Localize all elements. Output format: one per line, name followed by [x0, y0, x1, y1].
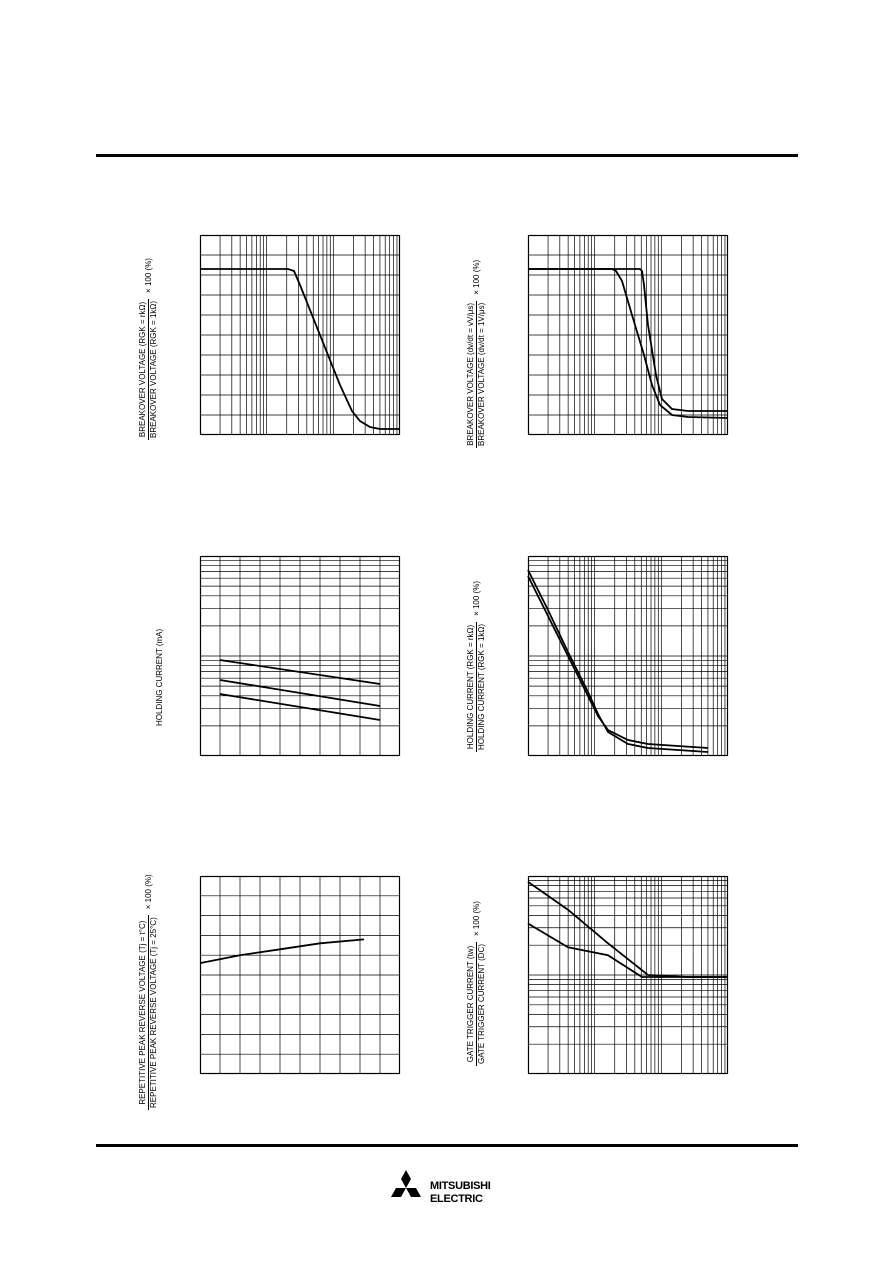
chart-gate-trigger-ratio — [527, 875, 729, 1075]
series-line-2 — [219, 679, 381, 707]
chart3-ylabel: HOLDING CURRENT (mA) — [155, 629, 165, 726]
chart1-ylabel-multiplier: × 100 (%) — [143, 258, 153, 293]
chart6-ylabel-multiplier: × 100 (%) — [471, 901, 481, 936]
top-rule — [96, 154, 798, 157]
chart5-ylabel-numerator: REPETITIVE PEAK REVERSE VOLTAGE (Tj = t°… — [138, 915, 149, 1110]
chart2-ylabel-numerator: BREAKOVER VOLTAGE (dv/dt = vV/μs) — [466, 300, 477, 448]
chart5-ylabel-multiplier: × 100 (%) — [143, 874, 153, 910]
series-line-1 — [528, 268, 729, 419]
chart5-ylabel-denominator: REPETITIVE PEAK REVERSE VOLTAGE (Tj = 25… — [149, 917, 158, 1108]
series-line-1 — [527, 575, 709, 749]
series-line-1 — [527, 881, 728, 978]
chart3-ylabel-text: HOLDING CURRENT (mA) — [155, 628, 164, 726]
chart-gate-trigger-ratio-plot — [527, 875, 729, 1075]
chart6-ylabel-numerator: GATE TRIGGER CURRENT (tw) — [466, 941, 477, 1066]
chart2-ylabel: BREAKOVER VOLTAGE (dv/dt = vV/μs) BREAKOV… — [466, 260, 487, 448]
mitsubishi-logo-icon — [391, 1170, 421, 1197]
plot-frame — [199, 555, 401, 757]
chart-holding-current-plot — [199, 555, 401, 757]
chart-holding-current-ratio — [527, 555, 729, 757]
chart6-ylabel: GATE TRIGGER CURRENT (tw) GATE TRIGGER CU… — [466, 901, 487, 1066]
chart-breakover-vs-dvdt-plot — [527, 234, 729, 436]
chart2-ylabel-multiplier: × 100 (%) — [471, 259, 481, 295]
chart-breakover-vs-rgk — [199, 234, 401, 436]
chart4-ylabel-denominator: HOLDING CURRENT (RGK = 1kΩ) — [477, 623, 486, 750]
chart-breakover-vs-dvdt — [527, 234, 729, 436]
brand-name-line2: ELECTRIC — [430, 1193, 483, 1205]
series-line-2 — [528, 268, 728, 412]
plot-frame — [199, 234, 401, 436]
series-line-1 — [199, 938, 365, 964]
chart-reverse-voltage-ratio — [199, 875, 401, 1075]
chart-holding-current-ratio-plot — [527, 555, 729, 757]
chart2-ylabel-denominator: BREAKOVER VOLTAGE (dv/dt = 1V/μs) — [477, 302, 486, 446]
chart4-ylabel-multiplier: × 100 (%) — [471, 581, 481, 616]
series-line-2 — [527, 922, 728, 978]
plot-frame — [527, 875, 729, 1075]
chart1-ylabel: BREAKOVER VOLTAGE (RGK = rkΩ) BREAKOVER V… — [138, 258, 159, 440]
chart6-ylabel-denominator: GATE TRIGGER CURRENT (DC) — [477, 943, 486, 1064]
brand-name-line1: MITSUBISHI — [430, 1180, 491, 1192]
chart-reverse-voltage-ratio-plot — [199, 875, 401, 1075]
plot-frame — [527, 234, 729, 436]
chart4-ylabel: HOLDING CURRENT (RGK = rkΩ) HOLDING CURRE… — [466, 581, 487, 752]
plot-frame — [199, 875, 401, 1075]
chart-holding-current — [199, 555, 401, 757]
plot-frame — [527, 555, 729, 757]
chart4-ylabel-numerator: HOLDING CURRENT (RGK = rkΩ) — [466, 621, 477, 752]
series-line-1 — [219, 659, 381, 685]
bottom-rule — [96, 1144, 798, 1147]
series-line-2 — [527, 569, 709, 753]
chart1-ylabel-denominator: BREAKOVER VOLTAGE (RGK = 1kΩ) — [149, 300, 158, 438]
series-line-3 — [219, 693, 381, 721]
series-line-1 — [200, 268, 400, 430]
chart-breakover-vs-rgk-plot — [199, 234, 401, 436]
chart5-ylabel: REPETITIVE PEAK REVERSE VOLTAGE (Tj = t°… — [138, 874, 159, 1110]
chart1-ylabel-numerator: BREAKOVER VOLTAGE (RGK = rkΩ) — [138, 298, 149, 440]
